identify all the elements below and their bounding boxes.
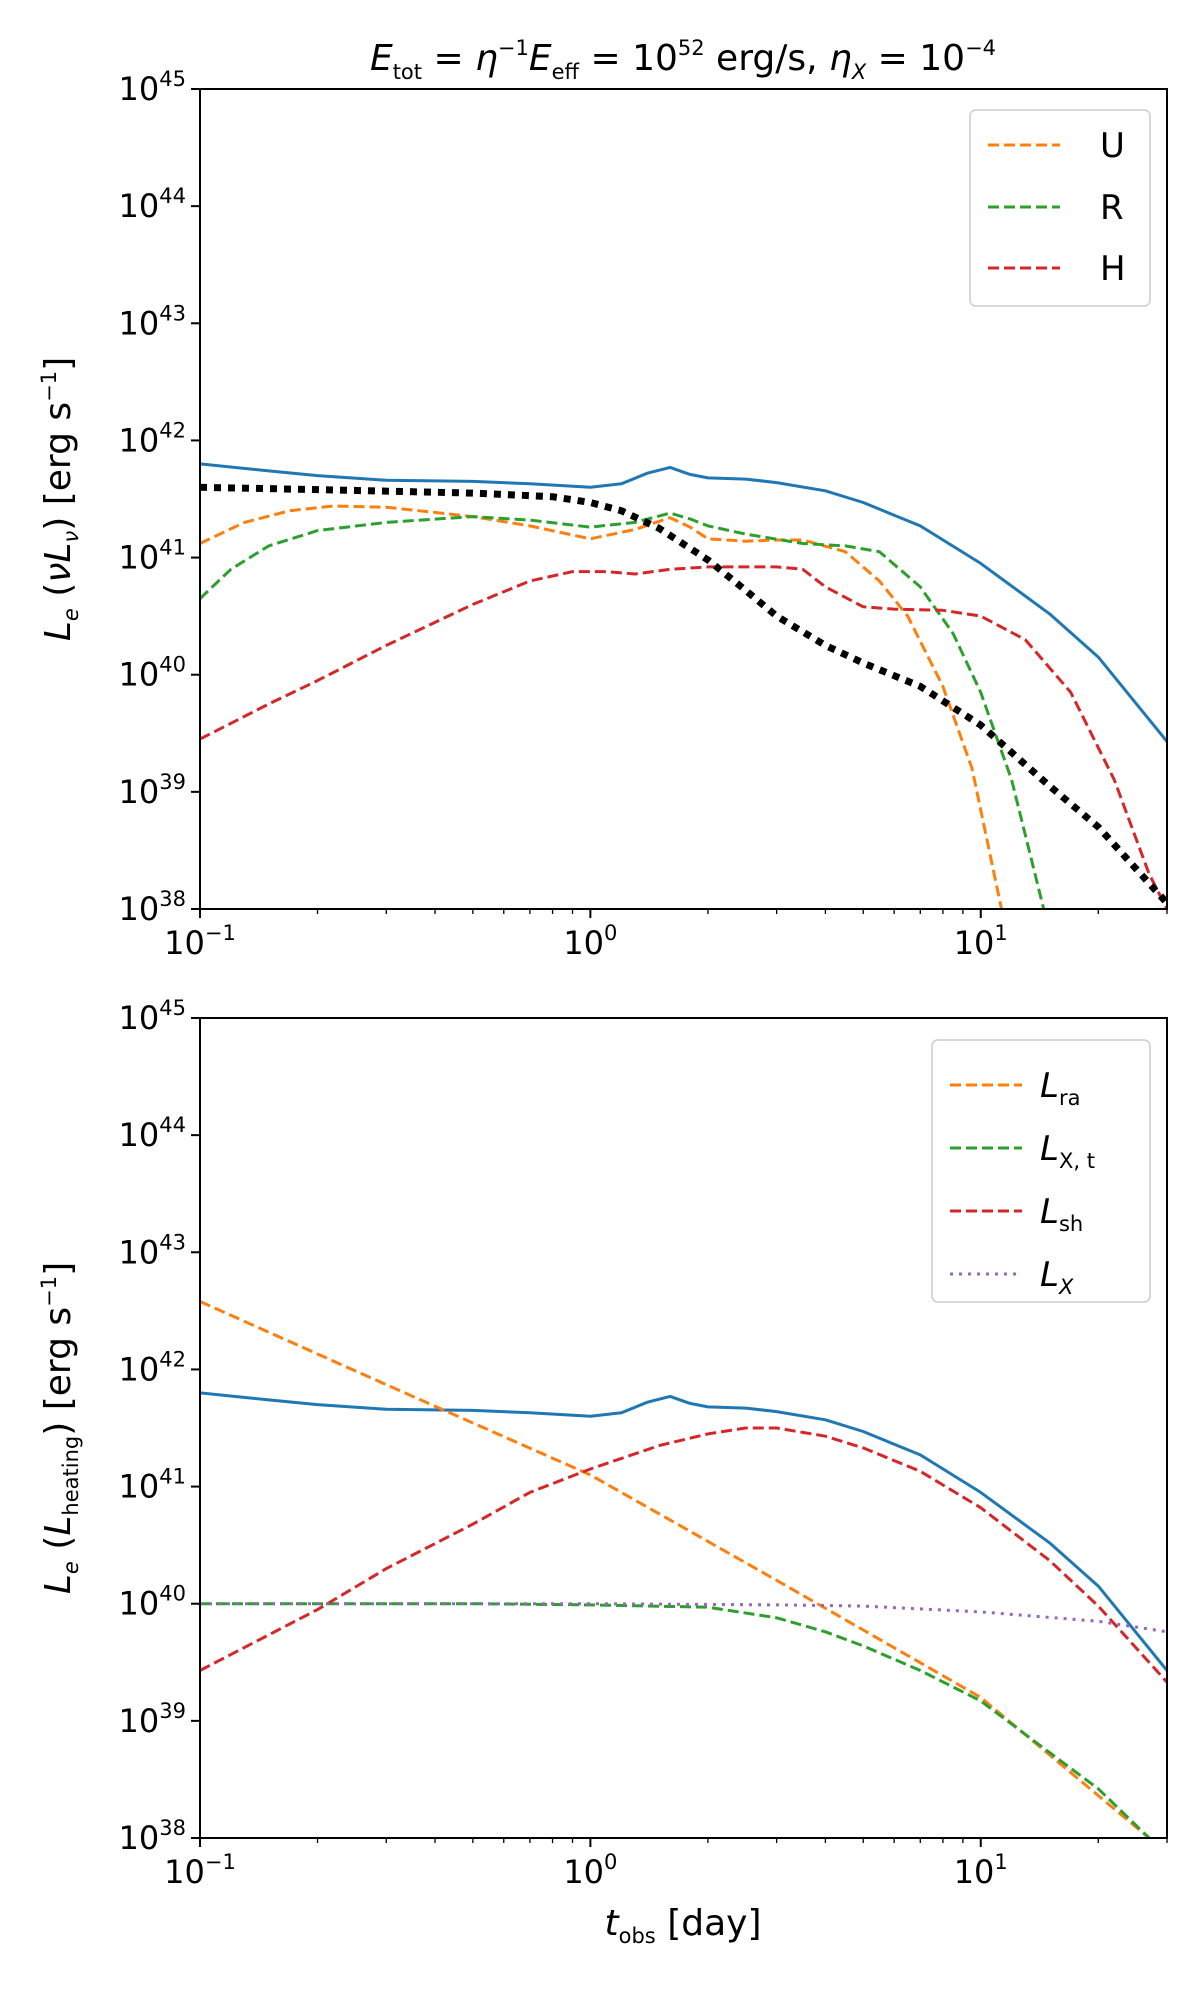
top-panel: 10−1 100 101 1038 1039 1040 1041 1042 1043 1044 10…	[37, 67, 1168, 962]
series-total-line	[200, 462, 1167, 743]
series-l-ra-line	[200, 1300, 1151, 1838]
x-tick-label: 10−1	[164, 921, 236, 962]
y-tick-label: 1042	[119, 1347, 186, 1388]
x-tick-label: 10−1	[164, 1850, 236, 1891]
series-l-xt-line	[200, 1602, 1151, 1838]
x-tick-label: 100	[563, 1850, 617, 1891]
legend-label-U: U	[1100, 126, 1125, 166]
series-total-line	[200, 1391, 1167, 1672]
bottom-plot-frame	[199, 1017, 1168, 1839]
series-lx-obs-line	[200, 483, 1167, 906]
y-tick-label: 1045	[119, 996, 186, 1037]
series-r-line	[200, 511, 1046, 909]
legend-label-L-X: LX	[1040, 1255, 1074, 1299]
y-tick-label: 1040	[119, 1582, 186, 1623]
top-legend: U R H	[969, 109, 1151, 307]
y-tick-label: 1041	[119, 536, 186, 577]
y-tick-label: 1043	[119, 1230, 186, 1271]
series-u-line	[200, 504, 1003, 909]
legend-label-L-ra: Lra	[1040, 1066, 1080, 1110]
x-tick-label: 100	[563, 921, 617, 962]
bottom-legend: Lra LX, t Lsh LX	[931, 1039, 1151, 1303]
y-tick-label: 1040	[119, 653, 186, 694]
legend-label-L-sh: Lsh	[1040, 1192, 1083, 1236]
bottom-panel: 10−1 100 101 1038 1039 1040 1041 1042 1043 1044 10…	[37, 996, 1168, 1948]
y-tick-label: 1044	[119, 184, 186, 225]
y-tick-label: 1041	[119, 1465, 186, 1506]
top-y-axis-label: Le (νLν) [erg s−1]	[37, 357, 83, 641]
x-axis-label: tobs [day]	[605, 1903, 762, 1948]
y-tick-label: 1042	[119, 418, 186, 459]
y-tick-label: 1039	[119, 770, 186, 811]
y-tick-label: 1044	[119, 1113, 186, 1154]
y-tick-label: 1045	[119, 67, 186, 108]
series-l-sh-line	[200, 1426, 1167, 1684]
legend-label-L-Xt: LX, t	[1040, 1129, 1095, 1173]
series-h-line	[200, 565, 1167, 909]
bottom-y-axis-label: Le (Lheating) [erg s−1]	[37, 1262, 83, 1594]
y-tick-label: 1038	[119, 887, 186, 928]
top-plot-frame	[199, 88, 1168, 910]
legend-label-H: H	[1100, 249, 1126, 289]
x-tick-label: 101	[954, 1850, 1008, 1891]
x-tick-label: 101	[954, 921, 1008, 962]
y-tick-label: 1043	[119, 301, 186, 342]
legend-label-R: R	[1100, 188, 1124, 228]
figure-title: Etot = η−1Eeff = 1052 erg/s, ηX = 10−4	[370, 36, 996, 84]
bottom-legend-box	[931, 1039, 1151, 1303]
y-tick-label: 1039	[119, 1699, 186, 1740]
y-tick-label: 1038	[119, 1816, 186, 1857]
